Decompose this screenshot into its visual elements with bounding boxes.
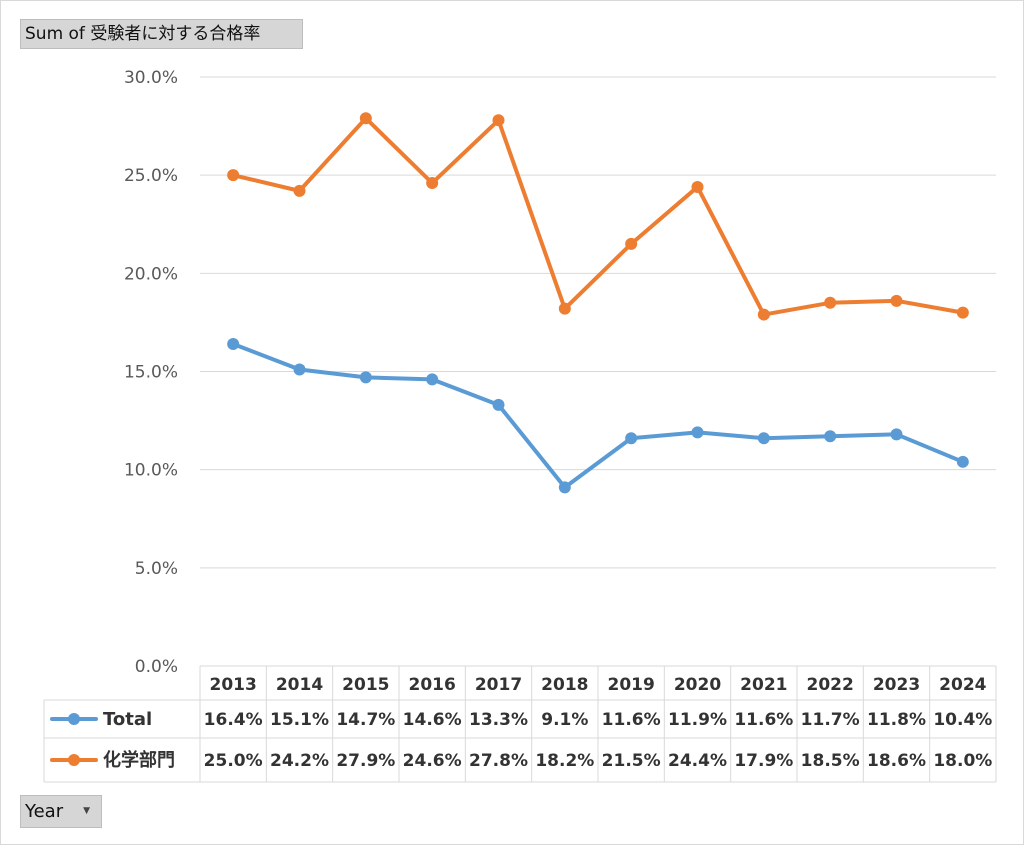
data-value-label: 11.9% — [668, 710, 727, 730]
x-category-label: 2020 — [674, 675, 721, 695]
data-value-label: 18.6% — [867, 751, 926, 771]
gridlines — [200, 76, 996, 569]
value-field-label: Sum of 受験者に対する合格率 — [25, 24, 261, 44]
data-value-label: 18.0% — [933, 751, 992, 771]
year-filter-label: Year — [25, 801, 64, 822]
data-point — [824, 430, 837, 443]
data-value-label: 11.7% — [801, 710, 860, 730]
y-tick-label: 20.0% — [124, 264, 178, 284]
data-point — [492, 398, 505, 411]
x-category-label: 2022 — [807, 675, 854, 695]
data-point — [890, 294, 903, 307]
legend-key-marker — [68, 754, 80, 766]
x-category-label: 2023 — [873, 675, 920, 695]
data-point — [691, 180, 704, 193]
y-tick-label: 30.0% — [124, 68, 178, 88]
data-value-label: 24.6% — [403, 751, 462, 771]
data-point — [359, 371, 372, 384]
x-category-label: 2018 — [541, 675, 588, 695]
data-value-label: 27.9% — [336, 751, 395, 771]
x-category-label: 2021 — [740, 675, 787, 695]
plot-area — [227, 112, 969, 494]
data-point — [227, 338, 240, 351]
data-point — [625, 237, 638, 250]
data-value-label: 14.7% — [336, 710, 395, 730]
data-value-label: 9.1% — [541, 710, 588, 730]
data-point — [426, 373, 439, 386]
data-value-label: 17.9% — [734, 751, 793, 771]
data-point — [426, 177, 439, 190]
data-value-label: 15.1% — [270, 710, 329, 730]
y-tick-label: 10.0% — [124, 461, 178, 481]
x-category-label: 2013 — [210, 675, 257, 695]
y-tick-label: 5.0% — [135, 559, 178, 579]
data-value-label: 16.4% — [204, 710, 263, 730]
dropdown-arrow-icon: ▼ — [83, 806, 90, 816]
data-point — [757, 308, 770, 321]
data-point — [558, 302, 571, 315]
value-field-button[interactable]: Sum of 受験者に対する合格率 — [20, 19, 303, 49]
data-value-label: 14.6% — [403, 710, 462, 730]
data-value-label: 27.8% — [469, 751, 528, 771]
data-point — [890, 428, 903, 441]
legend-key-marker — [68, 713, 80, 725]
data-point — [293, 184, 306, 197]
y-tick-label: 0.0% — [135, 657, 178, 677]
data-point — [359, 112, 372, 125]
data-value-label: 11.6% — [734, 710, 793, 730]
data-value-label: 11.8% — [867, 710, 926, 730]
x-category-label: 2014 — [276, 675, 323, 695]
x-category-label: 2015 — [342, 675, 389, 695]
data-value-label: 24.4% — [668, 751, 727, 771]
x-category-label: 2024 — [939, 675, 986, 695]
data-point — [492, 114, 505, 127]
series-name-label: Total — [103, 709, 152, 730]
y-tick-label: 25.0% — [124, 166, 178, 186]
year-filter-button[interactable]: Year ▼ — [20, 795, 102, 828]
series-line-1 — [231, 116, 965, 317]
data-point — [824, 296, 837, 309]
data-point — [625, 432, 638, 445]
data-value-label: 18.2% — [535, 751, 594, 771]
data-value-label: 25.0% — [204, 751, 263, 771]
data-point — [558, 481, 571, 494]
data-value-label: 11.6% — [602, 710, 661, 730]
data-point — [293, 363, 306, 376]
data-point — [757, 432, 770, 445]
data-value-label: 13.3% — [469, 710, 528, 730]
series-name-label: 化学部門 — [103, 749, 175, 771]
data-value-label: 10.4% — [933, 710, 992, 730]
data-point — [956, 306, 969, 319]
data-value-label: 24.2% — [270, 751, 329, 771]
x-category-label: 2016 — [409, 675, 456, 695]
data-value-label: 18.5% — [801, 751, 860, 771]
data-point — [956, 455, 969, 468]
x-category-label: 2019 — [608, 675, 655, 695]
data-table: 2013 2014 2015 2016 2017 2018 2019 2020 2021 2022… — [43, 665, 997, 783]
series-line-0 — [231, 342, 965, 490]
x-category-label: 2017 — [475, 675, 522, 695]
data-point — [691, 426, 704, 439]
y-axis: 0.0% 5.0% 10.0% 15.0% 20.0% 25.0% 30.0% — [124, 68, 178, 677]
data-point — [227, 169, 240, 182]
y-tick-label: 15.0% — [124, 363, 178, 383]
data-value-label: 21.5% — [602, 751, 661, 771]
